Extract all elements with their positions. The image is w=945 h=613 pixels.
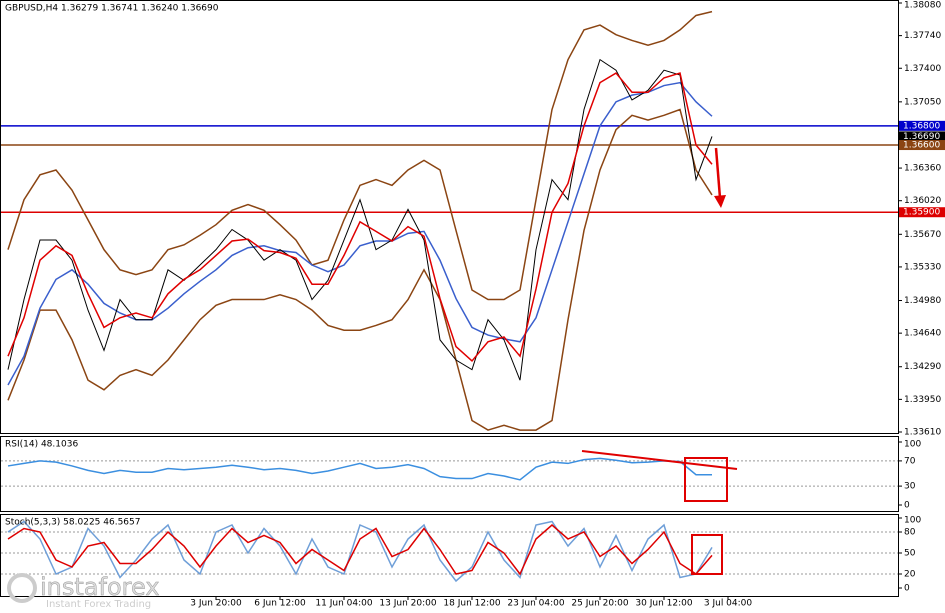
y-tick-label: 1.33950 <box>904 395 941 405</box>
rsi-panel <box>0 436 899 512</box>
arrow-shaft <box>714 147 722 199</box>
y-tick-label: 50 <box>904 549 916 559</box>
y-tick-label: 1.38080 <box>904 1 941 11</box>
level-label: 1.36690 <box>903 132 940 142</box>
x-tick-label: 23 Jun 04:00 <box>507 599 564 609</box>
y-tick-label: 1.34290 <box>904 362 941 372</box>
y-tick-label: 0 <box>904 584 910 594</box>
x-tick-label: 11 Jun 04:00 <box>315 599 372 609</box>
panel-title: Stoch(5,3,3) 58.0225 46.5657 <box>5 518 140 528</box>
series-line <box>7 81 713 386</box>
series-line <box>7 58 713 381</box>
level-tag <box>899 131 945 142</box>
y-tick-label: 1.37050 <box>904 97 941 107</box>
stoch-highlight-box <box>691 534 723 575</box>
y-tick-label: 100 <box>904 516 921 526</box>
logo-brand: instaforex <box>40 573 160 601</box>
x-tick-label: 25 Jun 20:00 <box>571 599 628 609</box>
y-tick-label: 70 <box>904 456 916 466</box>
series-line <box>7 457 713 481</box>
x-tick-label: 6 Jun 12:00 <box>254 599 306 609</box>
y-tick-label: 1.33610 <box>904 428 941 438</box>
level-tag <box>899 140 945 151</box>
stoch-panel <box>0 514 899 597</box>
level-label: 1.36800 <box>903 121 940 131</box>
y-tick-label: 80 <box>904 528 916 538</box>
rsi-highlight-box <box>684 457 728 502</box>
y-tick-label: 20 <box>904 570 916 580</box>
series-line <box>7 72 713 363</box>
level-tag <box>899 120 945 131</box>
y-tick-label: 0 <box>904 501 910 511</box>
logo: instaforex Instant Forex Trading <box>7 573 160 610</box>
y-tick-label: 1.36020 <box>904 196 941 206</box>
series-line <box>7 524 713 576</box>
y-tick-label: 1.36360 <box>904 164 941 174</box>
x-tick-label: 30 Jun 12:00 <box>635 599 692 609</box>
x-tick-label: 3 Jun 20:00 <box>190 599 242 609</box>
x-tick-label: 13 Jun 20:00 <box>379 599 436 609</box>
y-tick-label: 1.35330 <box>904 262 941 272</box>
y-tick-label: 100 <box>904 440 921 450</box>
level-label: 1.35900 <box>903 208 940 218</box>
level-label: 1.36600 <box>903 141 940 151</box>
x-tick-label: 3 Jul 04:00 <box>704 599 753 609</box>
y-tick-label: 1.37740 <box>904 31 941 41</box>
y-tick-label: 30 <box>904 482 916 492</box>
arrow-head <box>714 195 726 208</box>
level-tag <box>899 207 945 218</box>
panel-title: RSI(14) 48.1036 <box>5 440 78 450</box>
y-tick-label: 1.37400 <box>904 64 941 74</box>
x-tick-label: 18 Jun 12:00 <box>443 599 500 609</box>
logo-tagline: Instant Forex Trading <box>46 599 151 610</box>
y-tick-label: 1.34980 <box>904 296 941 306</box>
series-line <box>7 520 713 583</box>
main-panel <box>0 0 899 434</box>
y-tick-label: 1.34640 <box>904 329 941 339</box>
y-tick-label: 1.35670 <box>904 230 941 240</box>
logo-icon <box>7 573 37 603</box>
series-line <box>7 108 713 431</box>
series-line <box>7 10 713 301</box>
rsi-trendline <box>581 450 738 470</box>
panel-title: GBPUSD,H4 1.36279 1.36741 1.36240 1.3669… <box>5 4 219 14</box>
